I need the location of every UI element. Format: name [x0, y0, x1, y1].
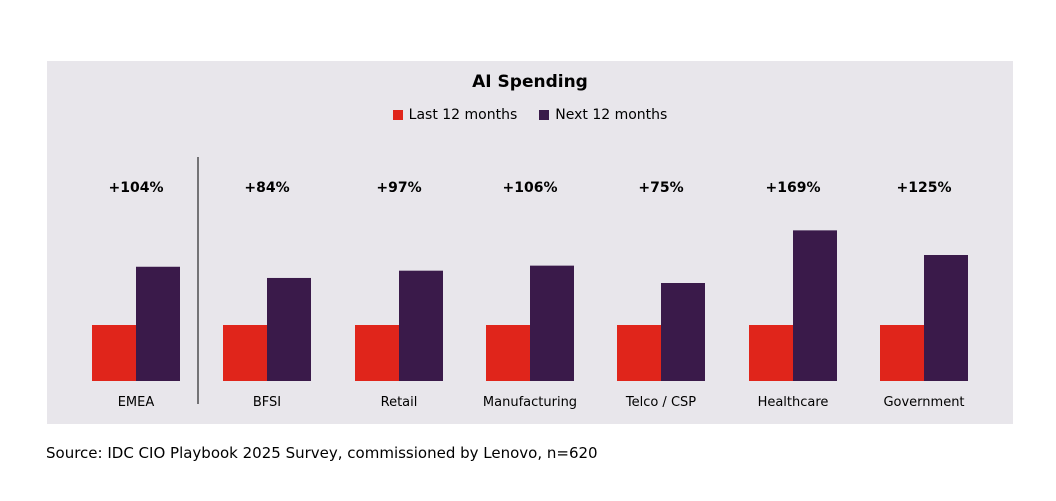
category-label-0: EMEA [118, 395, 155, 410]
bar-last-3 [486, 325, 530, 381]
legend-item-last: Last 12 months [392, 107, 518, 123]
growth-label-6: +125% [897, 180, 952, 196]
category-label-3: Manufacturing [483, 395, 577, 410]
bar-last-2 [355, 325, 399, 381]
category-label-1: BFSI [253, 395, 281, 410]
bar-next-4 [661, 283, 705, 381]
category-label-4: Telco / CSP [625, 395, 696, 410]
legend-label-last: Last 12 months [408, 107, 518, 123]
bar-last-1 [223, 325, 267, 381]
legend-label-next: Next 12 months [555, 107, 668, 123]
chart-title: AI Spending [472, 72, 588, 92]
chart-legend: Last 12 months Next 12 months [47, 107, 1013, 123]
bar-plot: +104% EMEA +84% BFSI +97% Retail +106% Manufact… [92, 157, 968, 410]
bar-next-6 [924, 255, 968, 381]
growth-label-0: +104% [109, 180, 164, 196]
growth-label-4: +75% [638, 180, 683, 196]
category-label-2: Retail [381, 395, 418, 410]
bar-next-2 [399, 270, 443, 381]
category-label-5: Healthcare [758, 395, 829, 410]
bar-next-1 [267, 277, 311, 381]
legend-swatch-last [392, 110, 403, 120]
legend-item-next: Next 12 months [539, 107, 667, 123]
bar-next-5 [793, 230, 837, 381]
bar-next-3 [530, 265, 574, 381]
legend-swatch-next [539, 110, 550, 120]
growth-label-2: +97% [376, 180, 421, 196]
bar-next-0 [136, 266, 180, 381]
bar-last-6 [880, 325, 924, 381]
bar-last-5 [749, 325, 793, 381]
bar-last-4 [617, 325, 661, 381]
source-note: Source: IDC CIO Playbook 2025 Survey, co… [46, 444, 598, 462]
growth-label-3: +106% [503, 180, 558, 196]
bar-last-0 [92, 325, 136, 381]
growth-label-5: +169% [766, 180, 821, 196]
category-label-6: Government [883, 395, 964, 410]
growth-label-1: +84% [244, 180, 289, 196]
chart-panel: AI Spending Last 12 months Next 12 month… [47, 61, 1013, 424]
